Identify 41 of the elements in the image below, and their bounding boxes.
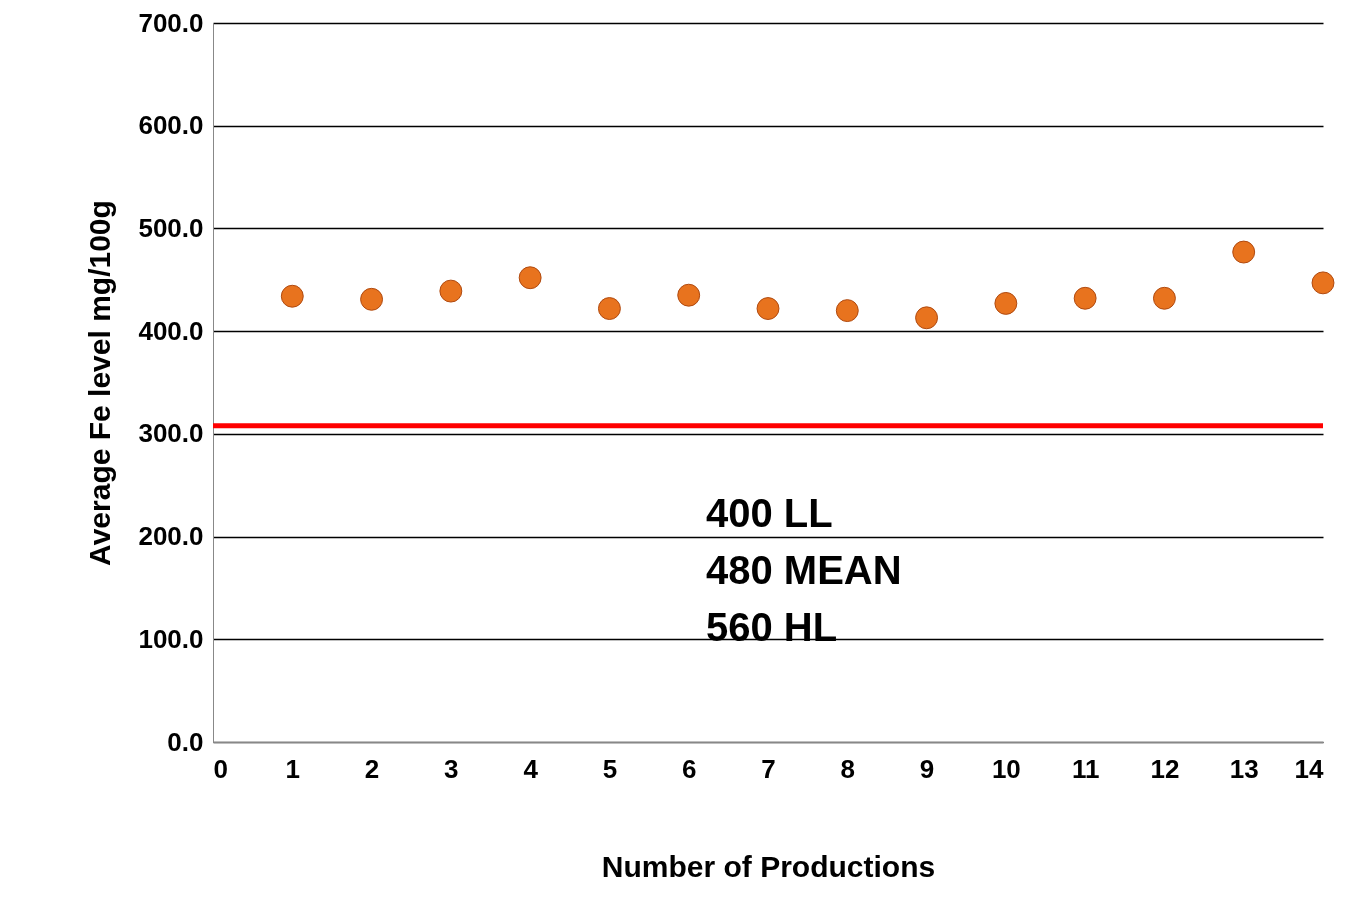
point (835, 299, 859, 323)
point (597, 297, 621, 320)
x-tick-label: 9 (919, 753, 935, 784)
x-axis-title: Number of Productions (601, 849, 936, 883)
x-tick-label: 0 (213, 753, 228, 784)
x-tick-label: 14 (1294, 753, 1325, 784)
point (1311, 271, 1335, 295)
point (360, 287, 384, 311)
y-tick-label: 700.0 (138, 7, 204, 38)
point (915, 306, 939, 330)
x-tick-label: 12 (1150, 753, 1180, 784)
point (1232, 240, 1256, 264)
x-tick-label: 11 (1071, 753, 1100, 784)
point (1073, 286, 1097, 310)
x-tick-label: 6 (681, 753, 697, 784)
x-tick-label: 10 (991, 753, 1021, 784)
y-tick-label: 400.0 (138, 315, 204, 346)
x-tick-label: 4 (523, 753, 539, 784)
point (518, 266, 542, 290)
point (756, 297, 780, 320)
point (1152, 286, 1176, 310)
y-tick-label: 300.0 (138, 418, 204, 449)
x-tick-label: 13 (1229, 753, 1259, 784)
annotation: 400 LL (706, 491, 833, 535)
x-tick-label: 8 (840, 753, 856, 784)
point (439, 279, 463, 303)
x-tick-label: 2 (364, 753, 380, 784)
x-tick-label: 5 (602, 753, 618, 784)
x-tick-label: 7 (761, 753, 776, 784)
annotation: 480 MEAN (706, 548, 902, 592)
y-tick-label: 200.0 (138, 521, 204, 552)
x-tick-label: 3 (444, 753, 459, 784)
y-tick-label: 0.0 (167, 726, 204, 757)
point (994, 291, 1018, 315)
y-tick-label: 500.0 (138, 212, 204, 243)
point (677, 283, 701, 307)
x-tick-label: 1 (285, 753, 301, 784)
y-tick-label: 600.0 (138, 110, 204, 141)
y-axis-title: Average Fe level mg/100g (83, 200, 117, 566)
y-tick-label: 100.0 (138, 623, 204, 654)
point (280, 284, 304, 308)
